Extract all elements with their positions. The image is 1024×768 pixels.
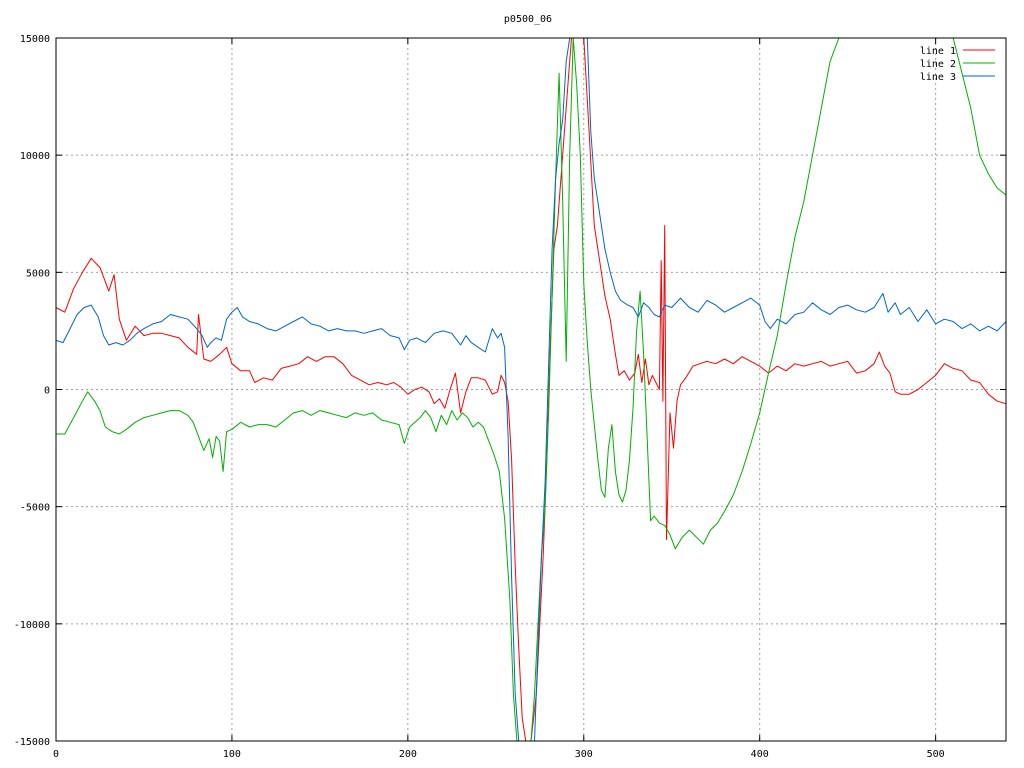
x-tick-label: 0 [53, 749, 59, 760]
legend-label: line 1 [920, 46, 956, 57]
y-tick-label: -10000 [14, 620, 50, 631]
series-lines [56, 38, 1006, 741]
x-tick-label: 200 [399, 749, 417, 760]
y-tick-label: 10000 [20, 151, 50, 162]
chart-title: p0500_06 [504, 14, 552, 25]
grid-lines [56, 38, 1006, 741]
y-tick-label: 0 [44, 386, 50, 397]
x-tick-label: 100 [223, 749, 241, 760]
y-axis-ticks: -15000 -10000 -5000 0 5000 10000 15000 [14, 34, 1006, 748]
y-tick-label: 5000 [26, 268, 50, 279]
x-tick-label: 300 [575, 749, 593, 760]
plot-frame [55, 37, 1007, 742]
x-tick-label: 400 [751, 749, 769, 760]
legend-label: line 2 [920, 59, 956, 70]
legend-label: line 3 [920, 72, 956, 83]
y-tick-label: -15000 [14, 737, 50, 748]
y-tick-label: -5000 [20, 503, 50, 514]
legend: line 1 line 2 line 3 [920, 46, 995, 83]
series-line-3 [56, 38, 1006, 741]
series-line-2 [56, 38, 1006, 741]
x-axis-ticks: 0 100 200 300 400 500 [53, 38, 945, 760]
x-tick-label: 500 [927, 749, 945, 760]
y-tick-label: 15000 [20, 34, 50, 45]
